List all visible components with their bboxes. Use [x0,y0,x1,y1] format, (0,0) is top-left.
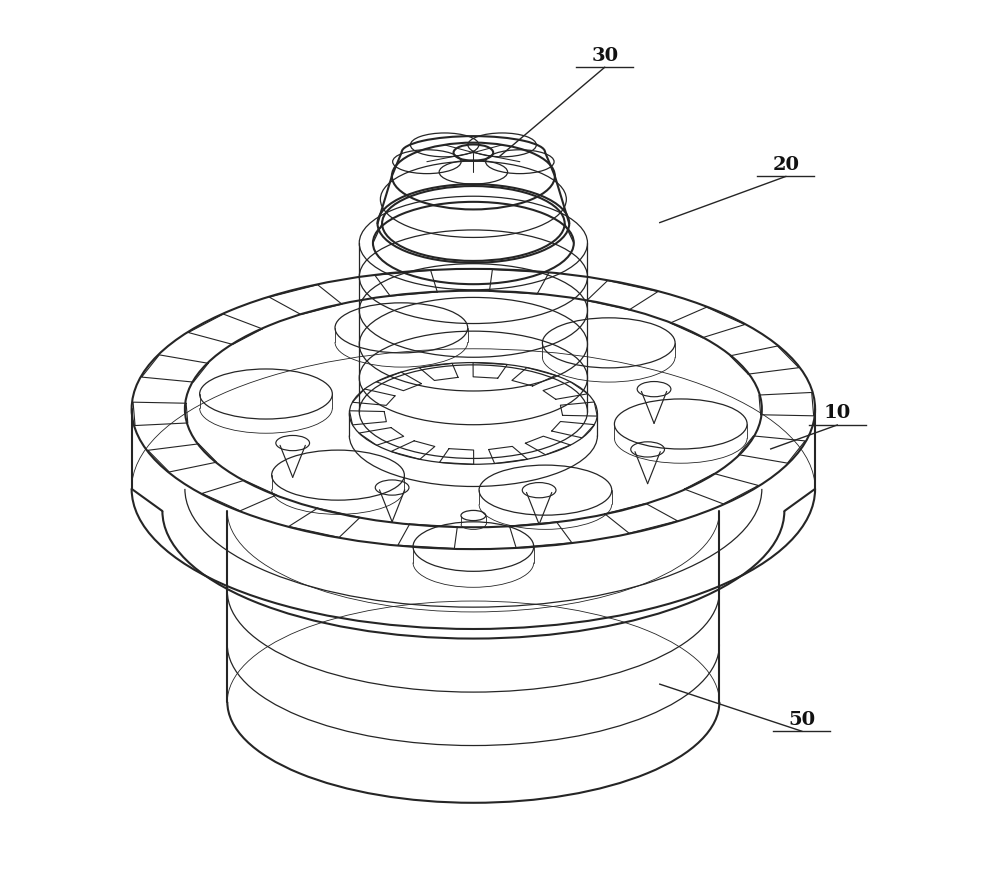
Text: 30: 30 [591,47,618,65]
Text: 50: 50 [788,710,815,729]
Text: 10: 10 [824,404,851,422]
Text: 20: 20 [772,156,799,174]
